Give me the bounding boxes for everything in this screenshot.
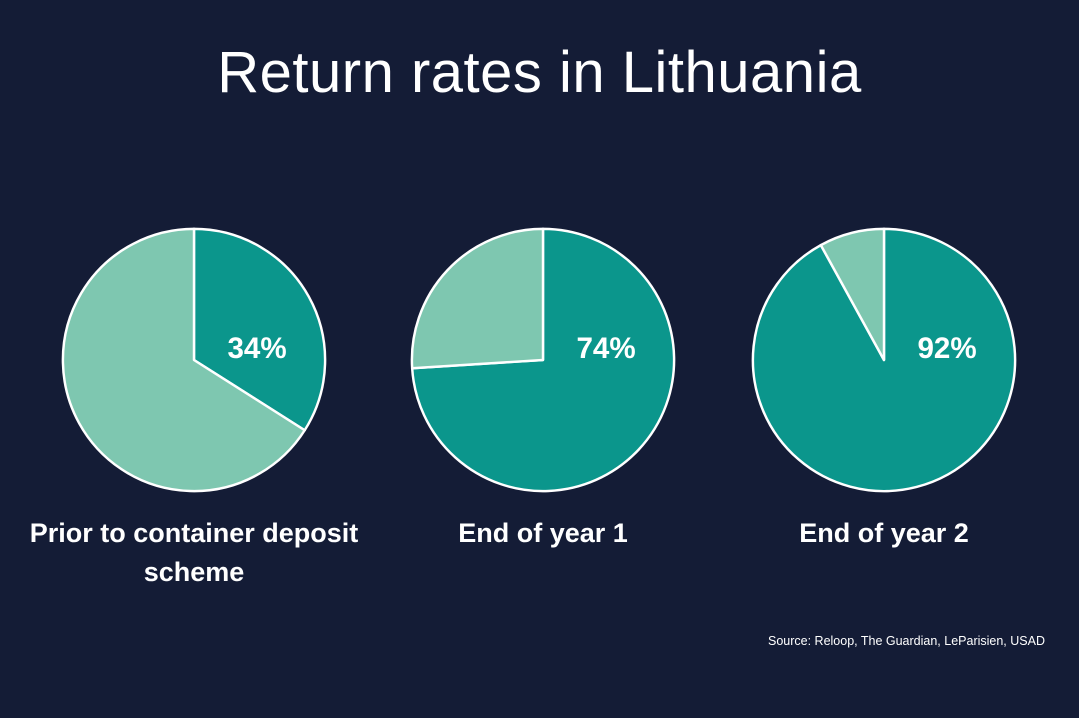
pie-caption-year-2: End of year 2 xyxy=(799,518,969,548)
pie-slice xyxy=(410,227,545,370)
pie-slice xyxy=(61,227,306,493)
pie-slice xyxy=(751,227,1017,493)
pie-svg-year-2: 92% xyxy=(751,227,1017,493)
pie-caption-year-1: End of year 1 xyxy=(458,518,628,548)
pie-svg-prior: 34% xyxy=(61,227,327,493)
pie-caption-prior: Prior to container deposit scheme xyxy=(29,518,359,588)
pie-chart-year-1: 74% xyxy=(405,222,681,498)
pie-chart-prior: 34% xyxy=(56,222,332,498)
slide-title: Return rates in Lithuania xyxy=(217,40,862,105)
pie-slice-label: 92% xyxy=(917,332,976,365)
pie-chart-year-2: 92% xyxy=(746,222,1022,498)
pie-slice-label: 74% xyxy=(576,332,635,365)
pie-svg-year-1: 74% xyxy=(410,227,676,493)
pie-slice xyxy=(819,227,886,362)
source-note: Source: Reloop, The Guardian, LeParisien… xyxy=(767,634,1045,648)
pie-slice-label: 34% xyxy=(227,332,286,365)
